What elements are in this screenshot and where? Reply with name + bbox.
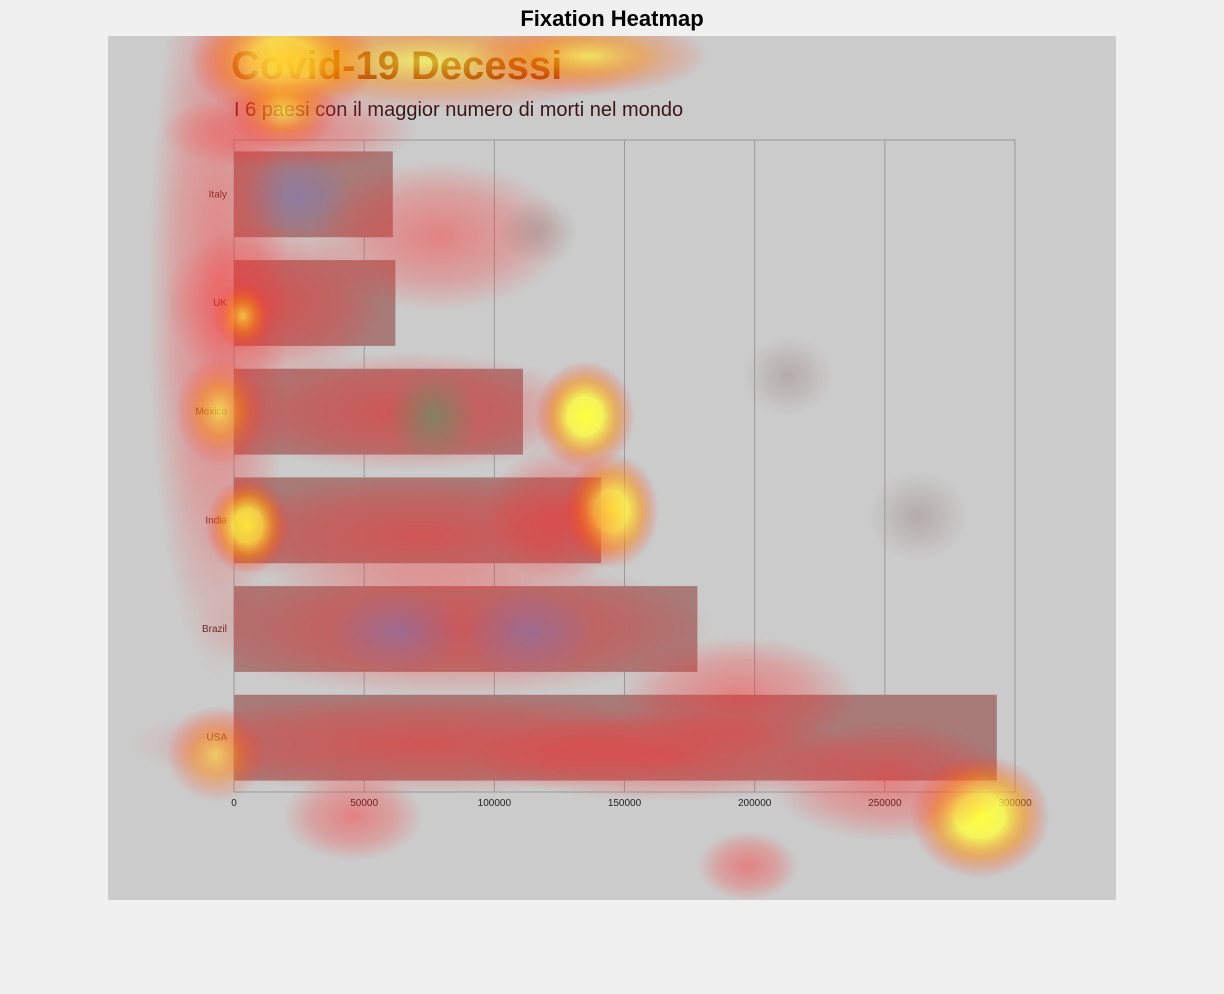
figure-title: Fixation Heatmap	[520, 6, 704, 31]
x-tick-label: 200000	[738, 798, 772, 809]
y-category-label: USA	[206, 733, 227, 744]
y-category-label: Mexico	[195, 407, 227, 418]
x-tick-label: 50000	[350, 798, 378, 809]
y-category-label: India	[205, 515, 227, 526]
heatmap-stimulus: 0 50000 100000 150000 200000 250000 300000 Ital…	[108, 36, 1116, 900]
y-category-label: Italy	[209, 189, 227, 200]
y-category-label: UK	[213, 298, 227, 309]
x-tick-label: 300000	[998, 798, 1032, 809]
chart-title: Covid-19 Decessi	[231, 44, 563, 88]
bar-brazil	[234, 586, 698, 672]
bar-uk	[234, 260, 396, 346]
x-tick-label: 150000	[608, 798, 642, 809]
chart-subtitle: I 6 paesi con il maggior numero di morti…	[234, 99, 684, 121]
x-tick-label: 0	[231, 798, 237, 809]
y-category-label: Brazil	[202, 624, 227, 635]
bar-india	[234, 477, 602, 564]
bar-chart: 0 50000 100000 150000 200000 250000 300000 Ital…	[195, 139, 1032, 809]
x-tick-label: 100000	[478, 798, 512, 809]
bar-mexico	[234, 368, 523, 455]
bar-usa	[234, 694, 997, 781]
bar-italy	[234, 151, 393, 238]
x-tick-label: 250000	[868, 798, 902, 809]
